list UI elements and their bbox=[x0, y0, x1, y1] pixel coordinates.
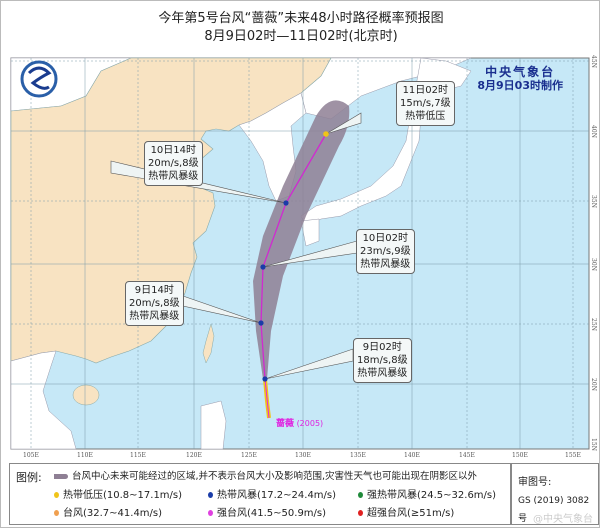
legend-item: 强台风(41.5~50.9m/s) bbox=[208, 504, 326, 519]
td-dot-icon bbox=[54, 492, 59, 498]
indochina-land bbox=[10, 350, 77, 450]
legend-item: 热带风暴(17.2~24.4m/s) bbox=[208, 486, 336, 501]
legend-label: 热带低压(10.8~17.1m/s) bbox=[63, 490, 183, 501]
legend-heading: 图例: bbox=[16, 471, 42, 484]
approval-label: 审图号: bbox=[518, 477, 552, 488]
callout-11d02: 11日02时 15m/s,7级 热带低压 bbox=[396, 81, 455, 126]
callout-time: 9日14时 bbox=[134, 285, 174, 296]
callout-category: 热带低压 bbox=[405, 111, 446, 122]
legend-item: 超强台风(≥51m/s) bbox=[358, 504, 454, 519]
lon-tick: 120E bbox=[186, 452, 202, 459]
approval-box: 审图号: GS (2019) 3082号 bbox=[511, 463, 599, 525]
hainan-land bbox=[72, 384, 100, 406]
forecast-point-10d02[interactable] bbox=[260, 264, 266, 270]
forecast-point-9d02[interactable] bbox=[262, 376, 268, 382]
map-title: 今年第5号台风“蔷薇”未来48小时路径概率预报图 bbox=[158, 11, 444, 26]
sts-dot-icon bbox=[358, 492, 363, 498]
callout-category: 热带风暴级 bbox=[360, 259, 411, 270]
storm-name: 蔷薇 bbox=[276, 419, 295, 429]
approval-number: GS (2019) 3082号 bbox=[518, 496, 590, 524]
lon-tick: 115E bbox=[130, 452, 146, 459]
callout-10d02: 10日02时 23m/s,9级 热带风暴级 bbox=[356, 229, 415, 274]
watermark: @中央气象台 bbox=[533, 514, 593, 525]
lon-tick: 135E bbox=[350, 452, 366, 459]
taiwan-land bbox=[202, 323, 215, 364]
ty-dot-icon bbox=[54, 510, 59, 516]
callout-9d14: 9日14时 20m/s,8级 热带风暴级 bbox=[125, 281, 184, 326]
legend: 图例: 台风中心未来可能经过的区域,并不表示台风大小及影响范围,灾害性天气也可能… bbox=[9, 463, 511, 525]
callout-time: 10日14时 bbox=[150, 145, 197, 156]
past-track-line bbox=[264, 378, 270, 419]
callout-category: 热带风暴级 bbox=[129, 311, 180, 322]
callout-9d02: 9日02时 18m/s,8级 热带风暴级 bbox=[353, 338, 412, 383]
legend-label: 超强台风(≥51m/s) bbox=[367, 508, 455, 519]
organization-stamp: 中央气象台 8月9日03时制作 bbox=[477, 65, 563, 93]
lat-tick: 30N bbox=[589, 258, 597, 271]
organization-name: 中央气象台 bbox=[485, 65, 556, 79]
legend-item: 热带低压(10.8~17.1m/s) bbox=[54, 486, 182, 501]
callout-time: 9日02时 bbox=[362, 342, 402, 353]
lon-tick: 130E bbox=[295, 452, 311, 459]
legend-item: 强热带风暴(24.5~32.6m/s) bbox=[358, 486, 496, 501]
supty-dot-icon bbox=[358, 510, 363, 516]
probability-cone bbox=[253, 100, 350, 379]
lon-tick: 140E bbox=[404, 452, 420, 459]
forecast-point-11d02[interactable] bbox=[323, 131, 329, 137]
callout-wind: 15m/s,7级 bbox=[400, 98, 451, 109]
legend-label: 强台风(41.5~50.9m/s) bbox=[217, 508, 327, 519]
forecast-point-9d14[interactable] bbox=[258, 320, 264, 326]
lon-tick: 155E bbox=[565, 452, 581, 459]
storm-code: (2005) bbox=[296, 419, 324, 428]
lat-tick: 25N bbox=[589, 318, 597, 331]
lat-tick: 40N bbox=[589, 125, 597, 138]
lat-tick: 35N bbox=[589, 195, 597, 208]
callout-wind: 20m/s,8级 bbox=[148, 158, 199, 169]
legend-label: 热带风暴(17.2~24.4m/s) bbox=[217, 490, 337, 501]
kyushu-land bbox=[300, 218, 320, 247]
lon-tick: 125E bbox=[241, 452, 257, 459]
cma-logo bbox=[20, 60, 58, 98]
legend-cone-text: 台风中心未来可能经过的区域,并不表示台风大小及影响范围,灾害性天气也可能出现在阴… bbox=[72, 471, 478, 482]
storm-label: 蔷薇 (2005) bbox=[276, 416, 323, 429]
cone-swatch-icon bbox=[54, 473, 68, 479]
legend-cone-note: 台风中心未来可能经过的区域,并不表示台风大小及影响范围,灾害性天气也可能出现在阴… bbox=[54, 468, 477, 482]
callout-category: 热带风暴级 bbox=[357, 368, 408, 379]
legend-label: 强热带风暴(24.5~32.6m/s) bbox=[367, 490, 497, 501]
lat-tick: 15N bbox=[589, 438, 597, 451]
lat-tick: 20N bbox=[589, 378, 597, 391]
legend-item: 台风(32.7~41.4m/s) bbox=[54, 504, 162, 519]
callout-time: 11日02时 bbox=[402, 85, 449, 96]
lon-tick: 145E bbox=[459, 452, 475, 459]
issued-time: 8月9日03时制作 bbox=[477, 79, 563, 92]
ts-dot-icon bbox=[208, 492, 213, 498]
callout-10d14: 10日14时 20m/s,8级 热带风暴级 bbox=[144, 141, 203, 186]
callout-wind: 20m/s,8级 bbox=[129, 298, 180, 309]
sty-dot-icon bbox=[208, 510, 213, 516]
callout-time: 10日02时 bbox=[362, 233, 409, 244]
callout-wind: 18m/s,8级 bbox=[357, 355, 408, 366]
callout-wind: 23m/s,9级 bbox=[360, 246, 411, 257]
forecast-point-10d14[interactable] bbox=[283, 200, 289, 206]
map-subtitle: 8月9日02时—11日02时(北京时) bbox=[204, 29, 398, 44]
lon-tick: 110E bbox=[77, 452, 93, 459]
philippines-land bbox=[200, 400, 227, 450]
lon-tick: 150E bbox=[512, 452, 528, 459]
callout-category: 热带风暴级 bbox=[148, 171, 199, 182]
legend-label: 台风(32.7~41.4m/s) bbox=[63, 508, 163, 519]
lat-tick: 45N bbox=[589, 55, 597, 68]
lon-tick: 105E bbox=[23, 452, 39, 459]
